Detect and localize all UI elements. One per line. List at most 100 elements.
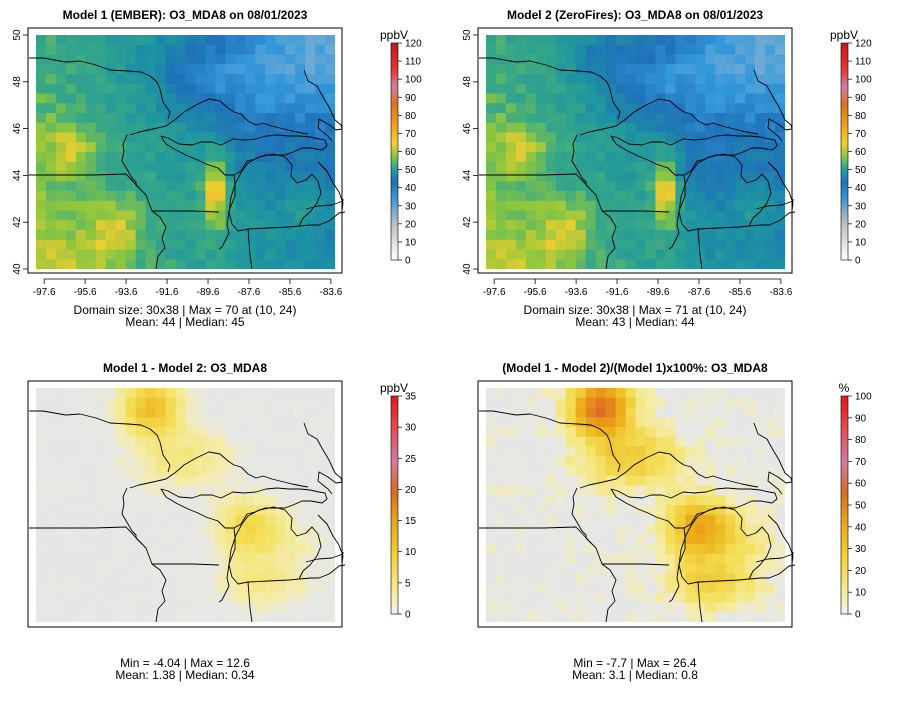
heatmap-cell (486, 54, 497, 65)
heatmap-cell (486, 456, 497, 467)
heatmap-cell (486, 259, 497, 269)
heatmap-cell (225, 524, 236, 535)
heatmap-cell (655, 573, 666, 584)
heatmap-cell (555, 612, 567, 622)
heatmap-cell (205, 417, 216, 428)
heatmap-cell (765, 485, 776, 496)
heatmap-cell (36, 200, 47, 212)
heatmap-cell (675, 191, 686, 202)
heatmap-cell (235, 122, 246, 134)
heatmap-cell (85, 475, 97, 487)
heatmap-cell (165, 200, 177, 212)
heatmap-cell (55, 93, 67, 104)
heatmap-cell (65, 397, 77, 409)
heatmap-cell (495, 161, 507, 173)
heatmap-cell (65, 200, 77, 212)
heatmap-cell (575, 122, 587, 134)
heatmap-cell (295, 74, 306, 85)
heatmap-cell (265, 407, 276, 418)
heatmap-cell (195, 436, 207, 448)
heatmap-cell (655, 563, 666, 574)
heatmap-cell (265, 83, 276, 95)
heatmap-cell (665, 113, 676, 124)
heatmap-cell (95, 83, 107, 95)
heatmap-cell (505, 113, 517, 124)
heatmap-cell (275, 553, 286, 565)
heatmap-cell (486, 485, 497, 496)
heatmap-cell (655, 44, 666, 56)
heatmap-cell (775, 514, 785, 526)
heatmap-cell (725, 436, 736, 448)
heatmap-cell (735, 446, 746, 457)
heatmap-cell (725, 485, 736, 496)
heatmap-cell (175, 573, 187, 584)
heatmap-cell (695, 446, 706, 457)
heatmap-cell (265, 446, 276, 457)
heatmap-cell (65, 64, 77, 75)
heatmap-cell (225, 132, 236, 143)
heatmap-cell (55, 534, 67, 545)
heatmap-cell (305, 54, 316, 65)
heatmap-cell (645, 407, 657, 418)
heatmap-cell (165, 152, 177, 163)
heatmap-cell (725, 407, 736, 418)
colorbar-tick-label: 20 (405, 485, 417, 496)
heatmap-cell (585, 64, 597, 75)
heatmap-cell (45, 612, 57, 622)
heatmap-cell (635, 514, 647, 526)
heatmap-cell (195, 602, 207, 613)
colorbar-tick-label: 30 (405, 423, 417, 434)
colorbar-tick-label: 35 (405, 392, 417, 403)
heatmap-cell (45, 74, 57, 85)
heatmap-cell (55, 475, 67, 487)
heatmap-cell (486, 142, 497, 153)
heatmap-cell (535, 74, 547, 85)
heatmap-cell (305, 132, 316, 143)
heatmap-cell (175, 74, 187, 85)
heatmap-cell (205, 524, 216, 535)
heatmap-cell (515, 602, 527, 613)
heatmap-cell (195, 563, 207, 574)
heatmap-cell (605, 563, 617, 574)
heatmap-cell (775, 456, 785, 467)
heatmap-cell (635, 44, 647, 56)
heatmap-cell (155, 602, 167, 613)
heatmap-cell (585, 249, 597, 260)
heatmap-cell (515, 259, 527, 269)
heatmap-cell (155, 573, 167, 584)
heatmap-cell (205, 132, 216, 143)
heatmap-cell (115, 103, 127, 114)
heatmap-cell (285, 456, 296, 467)
heatmap-cell (725, 103, 736, 114)
heatmap-cell (305, 122, 316, 134)
heatmap-cell (275, 397, 286, 409)
heatmap-cell (75, 514, 87, 526)
heatmap-cell (545, 93, 557, 104)
heatmap-cell (715, 181, 726, 192)
heatmap-cell (775, 64, 785, 75)
heatmap-cell (255, 563, 266, 574)
heatmap-cell (105, 466, 117, 477)
heatmap-cell (645, 64, 657, 75)
heatmap-cell (75, 171, 87, 182)
heatmap-cell (655, 456, 666, 467)
heatmap-cell (505, 152, 517, 163)
x-tick-label: -95.6 (524, 287, 547, 298)
colorbar-tick-label: 80 (855, 435, 867, 446)
heatmap-cell (245, 35, 256, 46)
heatmap-cell (635, 191, 647, 202)
boundary-minnesota-south (479, 526, 593, 545)
heatmap-cell (605, 436, 617, 448)
heatmap-cell (95, 388, 107, 399)
heatmap-cell (195, 181, 207, 192)
heatmap-cell (635, 534, 647, 545)
heatmap-cell (205, 495, 216, 506)
heatmap-cell (705, 103, 716, 114)
y-tick-label: 50 (462, 29, 473, 41)
heatmap-cell (95, 485, 107, 496)
heatmap-cell (225, 239, 236, 251)
heatmap-cell (486, 74, 497, 85)
heatmap-cell (605, 113, 617, 124)
heatmap-cell (735, 152, 746, 163)
